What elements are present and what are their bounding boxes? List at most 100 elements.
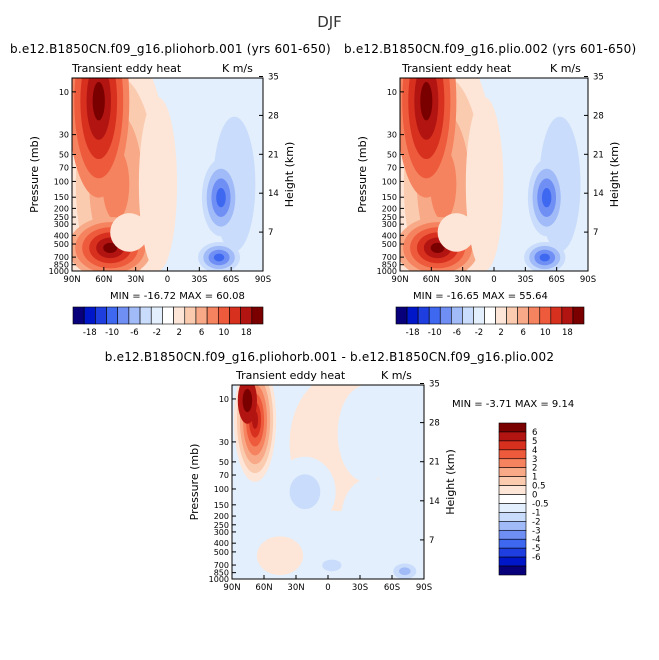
y-tick-label: 700 [382,253,397,262]
contour-level [430,242,445,253]
colorbar-label: -3 [532,526,540,536]
colorbar-label: -6 [532,553,540,563]
colorbar-cell [117,306,130,325]
y-tick-label: 850 [214,569,229,578]
colorbar-label: 5 [532,437,537,447]
y-tick-label: 1000 [49,267,69,276]
colorbar-label: 6 [199,328,204,338]
colorbar-label: -2 [153,328,161,338]
colorbar-label: -10 [105,328,119,338]
colorbar-cell [498,494,527,504]
panel2-left-label: Transient eddy heat [402,62,512,75]
y2-tick-label: 35 [429,380,440,390]
colorbar-cell [498,521,527,531]
colorbar-label: 4 [532,446,537,456]
colorbar-cell [484,306,496,325]
y-tick-label: 400 [382,231,397,240]
y2-tick-label: 14 [593,189,604,199]
x-tick-label: 90S [416,583,432,593]
colorbar-cell [498,458,527,469]
contour-level [337,385,396,482]
panel3-plot: 90N 60N 30N 0 30S 60S 90S103050701001502002503… [188,380,574,593]
colorbar-cell [498,538,527,549]
max-label: MAX = [179,291,216,302]
min-label: MIN = [452,399,486,410]
y-tick-label: 700 [214,561,229,570]
y-tick-label: 50 [59,150,69,159]
y2-axis-label: Height (km) [283,142,296,208]
y-tick-label: 30 [59,131,69,140]
x-tick-label: 90S [580,275,596,285]
contour-level [341,478,400,556]
y-tick-label: 150 [214,501,229,510]
y2-tick-label: 35 [268,73,279,83]
y2-tick-label: 35 [593,73,604,83]
y-axis-label: Pressure (mb) [356,136,369,213]
y-tick-label: 300 [382,220,397,229]
colorbar-cell [229,306,241,325]
x-tick-label: 30S [191,275,207,285]
y-tick-label: 250 [54,213,69,222]
contour-level [138,97,178,271]
x-tick-label: 60S [549,275,565,285]
colorbar-cell [498,431,527,442]
x-tick-label: 90N [391,275,408,285]
colorbar-cell [139,306,152,325]
contour-level [437,213,476,252]
min-max-label: MIN = -16.72 MAX = 60.08 [110,291,245,302]
colorbar-label: 6 [532,428,537,438]
panel1-case-title: b.e12.B1850CN.f09_g16.pliohorb.001 (yrs … [10,42,331,56]
min-label: MIN = [110,291,144,302]
y-tick-label: 300 [54,220,69,229]
x-tick-label: 90S [255,275,271,285]
colorbar-cell [417,306,430,325]
y2-tick-label: 7 [429,536,434,546]
colorbar-label: -18 [83,328,97,338]
panel1-plot: 90N 60N 30N 0 30S 60S 90S103050701001502002503… [28,73,296,302]
y2-axis-label: Height (km) [444,449,457,515]
colorbar-label: 18 [562,328,573,338]
colorbar-cell [395,306,408,325]
panel1-units-label: K m/s [222,62,253,75]
y2-tick-label: 28 [593,111,604,121]
y-tick-label: 400 [214,539,229,548]
y2-tick-label: 14 [268,189,279,199]
y-tick-label: 200 [54,204,69,213]
y2-tick-label: 21 [593,150,604,160]
colorbar-cell [498,467,527,477]
y-tick-label: 70 [387,164,397,173]
contour-level [103,242,118,253]
y-tick-label: 50 [387,150,397,159]
panel2-case-title: b.e12.B1850CN.f09_g16.plio.002 (yrs 601-… [344,42,637,56]
x-tick-label: 60S [223,275,239,285]
colorbar-cell [473,306,485,325]
y2-tick-label: 21 [429,458,440,468]
colorbar-label: -1 [532,508,540,518]
contour-field [72,78,263,271]
y2-tick-label: 14 [429,497,440,507]
colorbar-cell [498,503,527,513]
colorbar-cell [95,306,107,325]
x-tick-label: 0 [165,275,170,285]
colorbar-label: 18 [241,328,252,338]
colorbar-cell [498,565,527,576]
colorbar-label: 3 [532,455,537,465]
colorbar-cell [561,306,574,325]
colorbar-cell [572,306,585,325]
y-tick-label: 50 [219,458,229,467]
y-axis-label: Pressure (mb) [188,444,201,521]
y-tick-label: 10 [219,395,229,404]
colorbar-cell [498,422,527,433]
colorbar-label: 0.5 [532,482,546,492]
min-value: -16.65 [447,291,482,302]
colorbar-label: -5 [532,544,540,554]
panel2-plot: 90N 60N 30N 0 30S 60S 90S103050701001502002503… [356,73,621,302]
y-tick-label: 70 [59,164,69,173]
colorbar-cell [517,306,530,325]
colorbar-cell [498,512,527,522]
colorbar-label: 10 [540,328,551,338]
contour-level [242,388,253,413]
y-tick-label: 100 [382,177,397,186]
colorbar-cell [128,306,141,325]
contour-level [399,567,411,576]
